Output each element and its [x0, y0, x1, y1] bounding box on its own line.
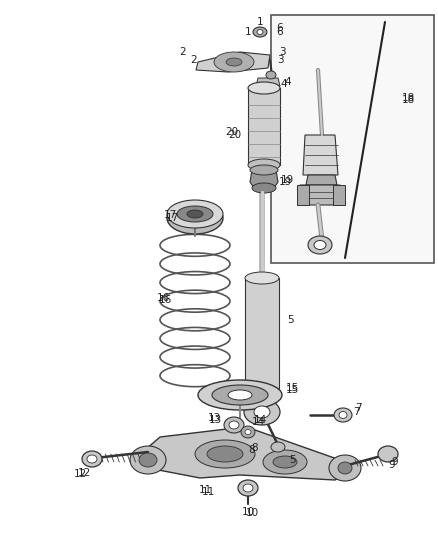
Polygon shape: [256, 78, 280, 86]
Ellipse shape: [167, 202, 223, 234]
Ellipse shape: [338, 462, 352, 474]
Ellipse shape: [248, 159, 280, 171]
Text: 4: 4: [285, 77, 291, 87]
Polygon shape: [306, 175, 337, 185]
Ellipse shape: [254, 406, 270, 418]
Text: 18: 18: [401, 95, 415, 105]
Text: 13: 13: [208, 415, 222, 425]
Text: 15: 15: [286, 383, 299, 393]
Text: 9: 9: [389, 460, 396, 470]
Ellipse shape: [245, 430, 251, 434]
Ellipse shape: [329, 455, 361, 481]
Ellipse shape: [214, 52, 254, 72]
Text: 11: 11: [198, 485, 212, 495]
Text: 8: 8: [252, 443, 258, 453]
Text: 9: 9: [392, 457, 398, 467]
Text: 7: 7: [355, 403, 361, 413]
Ellipse shape: [252, 183, 276, 193]
Text: 10: 10: [241, 507, 254, 517]
Ellipse shape: [177, 206, 213, 222]
Ellipse shape: [212, 385, 268, 405]
Ellipse shape: [266, 71, 276, 79]
Text: 19: 19: [280, 175, 293, 185]
Text: 3: 3: [277, 55, 283, 65]
Ellipse shape: [87, 455, 97, 463]
Ellipse shape: [378, 446, 398, 462]
Ellipse shape: [250, 165, 278, 175]
Text: 6: 6: [277, 23, 283, 33]
Ellipse shape: [339, 411, 347, 418]
Ellipse shape: [308, 236, 332, 254]
Text: 13: 13: [207, 413, 221, 423]
Bar: [333, 185, 345, 205]
Text: 18: 18: [401, 93, 415, 103]
Ellipse shape: [271, 442, 285, 452]
Ellipse shape: [253, 27, 267, 37]
Polygon shape: [298, 185, 342, 205]
Ellipse shape: [167, 200, 223, 228]
Ellipse shape: [187, 210, 203, 218]
Bar: [297, 185, 309, 205]
Text: 4: 4: [281, 79, 287, 89]
Text: 7: 7: [353, 407, 359, 417]
Polygon shape: [196, 52, 270, 72]
Ellipse shape: [198, 380, 282, 410]
Ellipse shape: [273, 456, 297, 468]
Text: 2: 2: [191, 55, 197, 65]
Ellipse shape: [241, 426, 255, 438]
Ellipse shape: [207, 446, 243, 462]
Bar: [245, 278, 279, 398]
Text: 14: 14: [251, 417, 265, 427]
Polygon shape: [145, 428, 348, 480]
Text: 15: 15: [286, 385, 299, 395]
Text: 16: 16: [159, 295, 172, 305]
Ellipse shape: [257, 29, 263, 35]
Bar: [248, 88, 280, 165]
Text: 17: 17: [166, 213, 179, 223]
Ellipse shape: [130, 446, 166, 474]
Ellipse shape: [245, 272, 279, 284]
Ellipse shape: [228, 390, 252, 400]
Text: 14: 14: [253, 415, 267, 425]
Bar: [271, 15, 434, 263]
Ellipse shape: [195, 440, 255, 468]
Text: 10: 10: [245, 508, 258, 518]
Text: 16: 16: [156, 293, 170, 303]
Ellipse shape: [226, 58, 242, 66]
Text: 6: 6: [277, 27, 283, 37]
Text: 12: 12: [74, 469, 87, 479]
Text: 1: 1: [257, 17, 263, 27]
Ellipse shape: [82, 451, 102, 467]
Ellipse shape: [263, 450, 307, 474]
Ellipse shape: [244, 399, 280, 425]
Text: 11: 11: [201, 487, 215, 497]
Polygon shape: [250, 170, 278, 188]
Ellipse shape: [334, 408, 352, 422]
Text: 5: 5: [289, 455, 295, 465]
Text: 5: 5: [287, 315, 293, 325]
Ellipse shape: [248, 82, 280, 94]
Text: 20: 20: [226, 127, 239, 137]
Text: 1: 1: [245, 27, 251, 37]
Ellipse shape: [238, 480, 258, 496]
Text: 20: 20: [229, 130, 242, 140]
Ellipse shape: [224, 417, 244, 433]
Ellipse shape: [245, 392, 279, 404]
Text: 8: 8: [249, 445, 255, 455]
Polygon shape: [303, 135, 338, 175]
Text: 3: 3: [279, 47, 285, 57]
Text: 19: 19: [279, 177, 292, 187]
Ellipse shape: [229, 421, 239, 429]
Text: 17: 17: [163, 210, 177, 220]
Ellipse shape: [243, 484, 253, 492]
Ellipse shape: [139, 453, 157, 467]
Text: 2: 2: [180, 47, 186, 57]
Text: 12: 12: [78, 468, 91, 478]
Ellipse shape: [314, 240, 326, 249]
